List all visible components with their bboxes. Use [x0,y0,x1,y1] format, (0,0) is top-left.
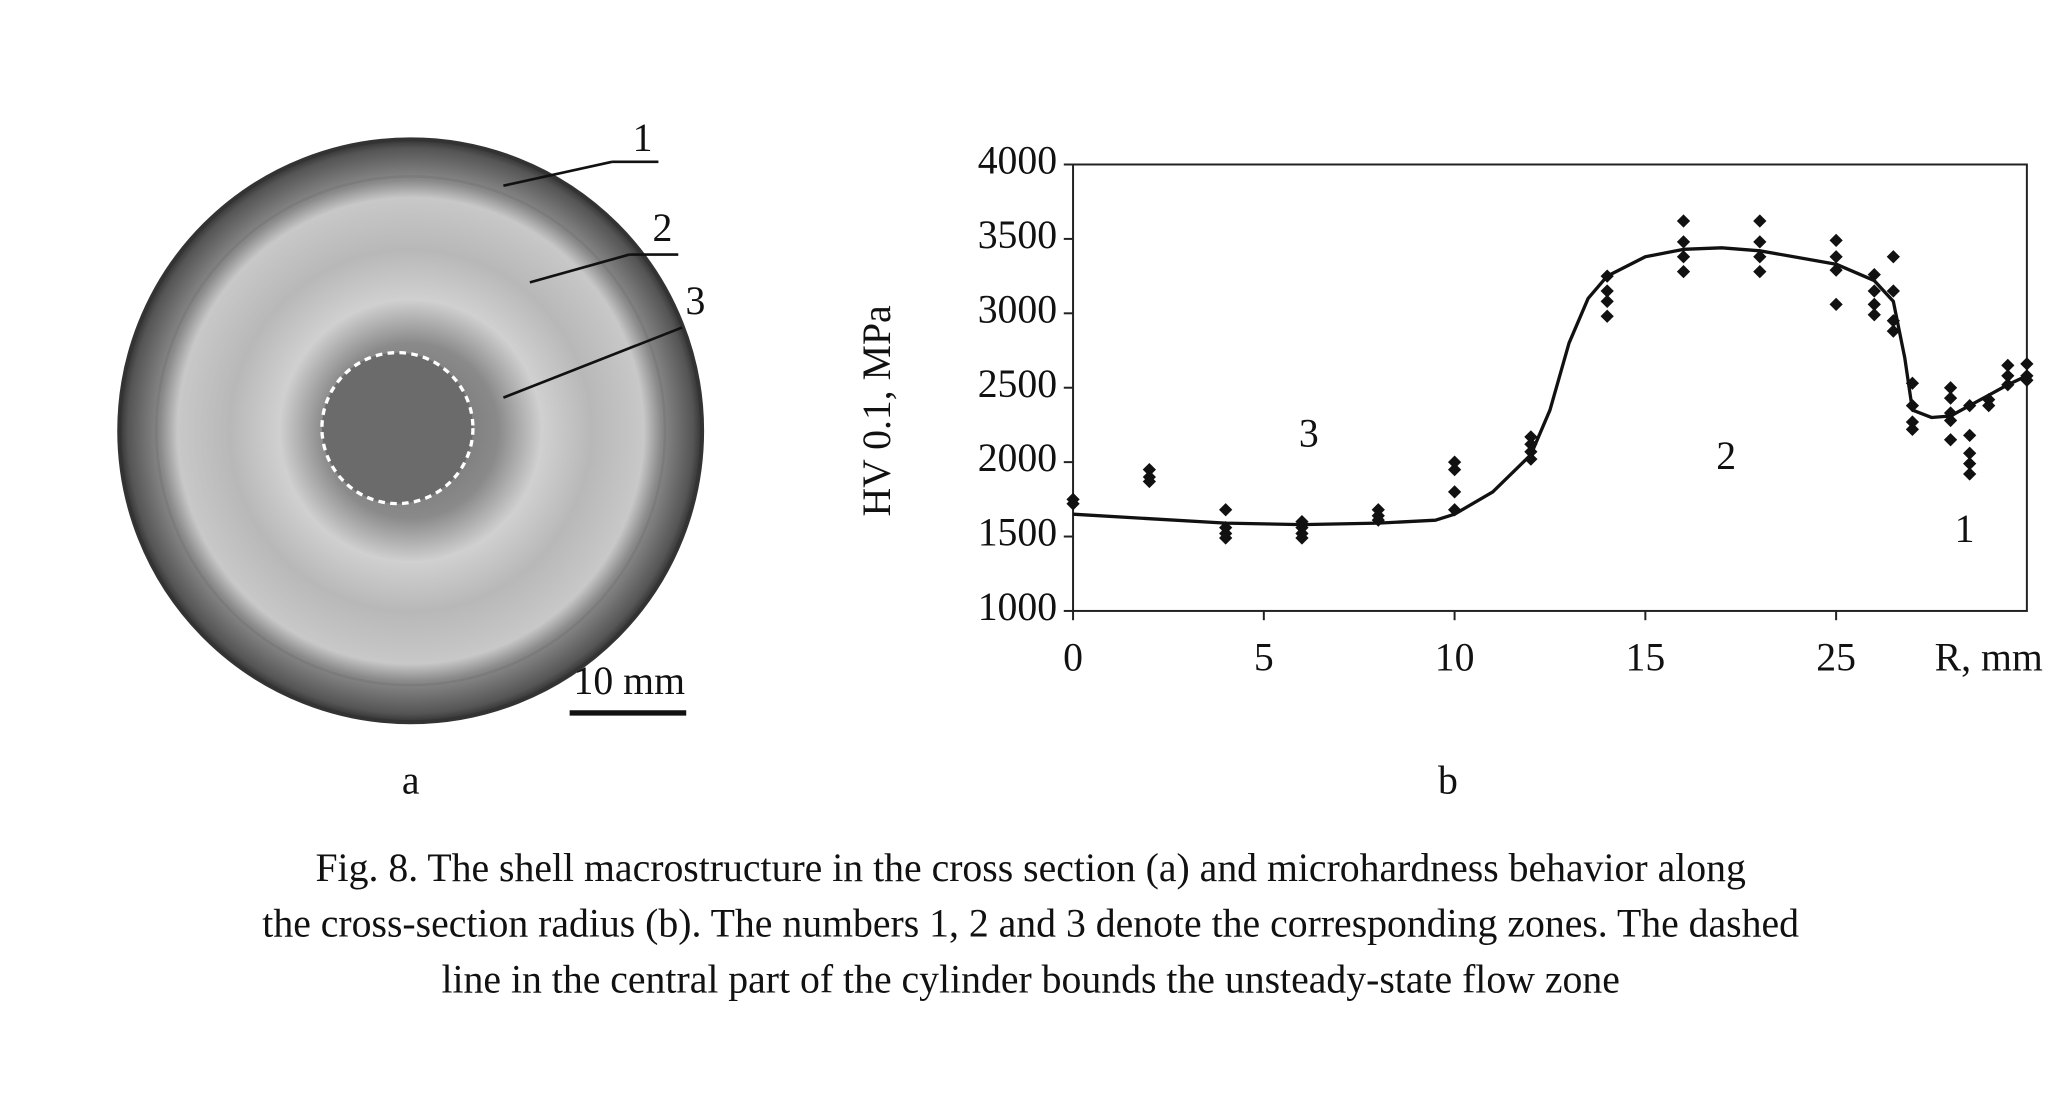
data-point [1447,455,1462,469]
unsteady-zone [320,350,475,506]
caption-line: the cross-section radius (b). The number… [262,902,1799,946]
data-point [1753,250,1767,264]
data-point [1676,214,1691,228]
data-point [1867,308,1881,322]
scale-bar-label: 10 mm [574,659,686,703]
data-point [1829,250,1843,264]
data-point [2020,357,2034,371]
zone-label: 2 [652,206,672,250]
data-point [1905,422,1920,437]
x-tick-label: 10 [1435,635,1475,679]
data-point [1886,250,1900,264]
y-tick-label: 1500 [978,511,1057,555]
data-point [1886,324,1900,338]
data-point [1753,265,1767,279]
y-tick-label: 3500 [978,213,1057,257]
fit-line [1072,246,2028,527]
caption-line: line in the central part of the cylinder… [441,957,1619,1001]
data-point [1943,433,1958,447]
panel-label: a [402,759,420,803]
data-point [1447,485,1462,499]
data-point [1219,503,1233,517]
data-point [1943,391,1958,405]
data-point [1963,446,1977,460]
data-point [1600,309,1614,323]
zone-label: 1 [633,116,653,160]
macrostructure-photo: 1 2 3 10 mm a [117,116,706,803]
data-point [1867,297,1881,312]
x-tick-label: 25 [1816,635,1856,679]
data-point [1524,430,1538,444]
plot-frame [1072,163,2028,612]
x-tick-label: 15 [1625,635,1665,679]
data-point [2001,358,2015,373]
data-point [1676,250,1691,264]
data-point [1982,398,1996,413]
data-point [1142,474,1156,489]
y-tick-label: 1000 [978,585,1057,629]
x-tick-label: 5 [1254,635,1274,679]
data-point [1447,462,1462,477]
data-point [1676,265,1691,279]
zone-annotation: 3 [1299,412,1319,456]
data-point [1676,235,1691,249]
data-point [1219,531,1233,545]
y-tick-label: 4000 [978,139,1057,183]
y-axis-label: HV 0.1, MPa [855,305,899,517]
x-tick-label: 0 [1063,635,1083,679]
zone-annotation: 2 [1716,434,1736,478]
data-point [1963,428,1977,442]
y-tick-label: 2000 [978,436,1057,480]
caption-line: Fig. 8. The shell macrostructure in the … [315,846,1746,890]
leader-line [502,326,683,399]
leader-line [503,160,613,187]
zone-annotation: 1 [1955,507,1975,551]
data-point [2001,369,2015,383]
panel-label: b [1438,759,1458,803]
data-point [1753,235,1767,249]
zone-label: 3 [686,279,706,323]
data-point [1829,233,1843,248]
data-point [1066,497,1080,511]
data-point [1829,297,1843,312]
y-tick-label: 2500 [978,362,1057,406]
y-tick-label: 3000 [978,287,1057,331]
data-point [1142,462,1156,477]
data-point [1963,467,1977,481]
zone-boundary [154,175,667,687]
x-axis-label: R, mm [1935,635,2043,679]
leader-line [529,253,630,284]
data-point [1753,214,1767,228]
data-point [1600,294,1614,309]
